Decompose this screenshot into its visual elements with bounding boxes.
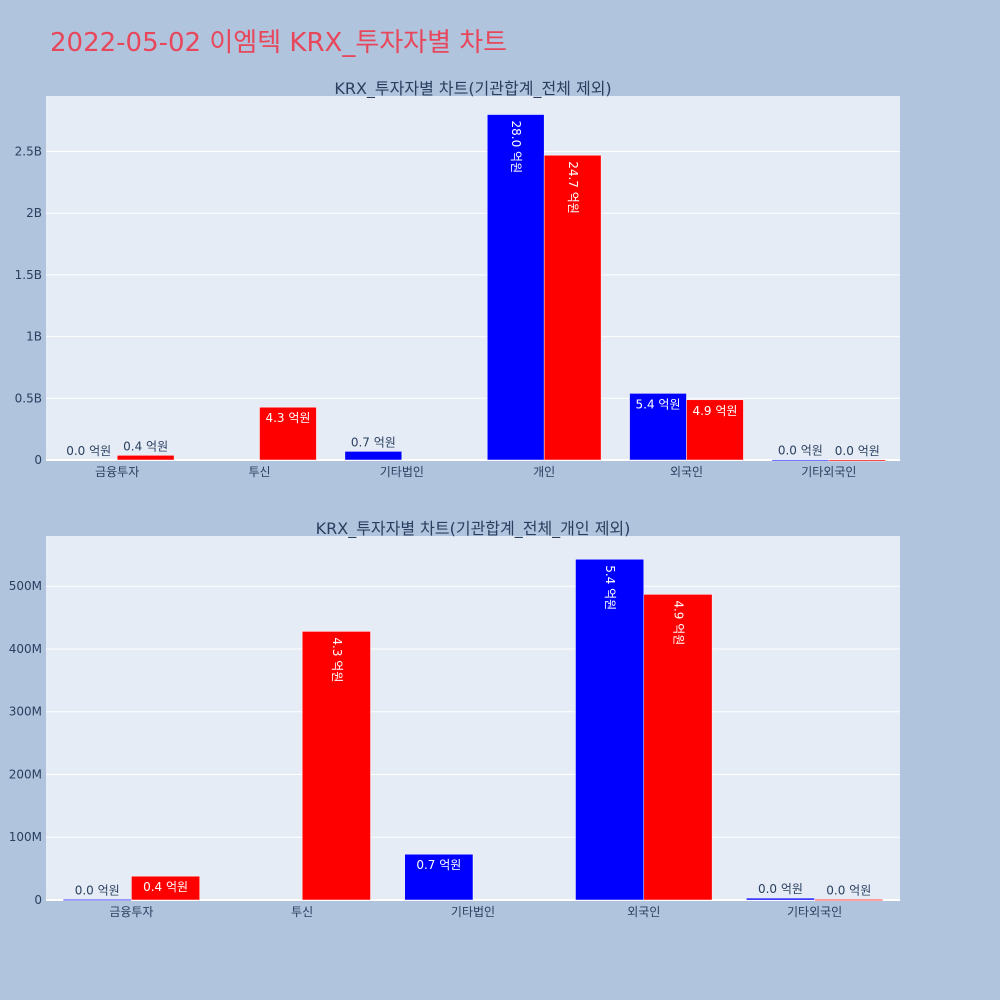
bar-data-label: 5.4 억원 [636,397,681,411]
y-tick-label: 0 [34,453,42,467]
y-tick-label: 1B [26,330,42,344]
bar-data-label: 0.0 억원 [66,444,111,458]
bar [344,451,403,461]
bar-data-label: 0.4 억원 [123,439,168,453]
bar [62,899,132,901]
bar-data-label: 4.9 억원 [671,600,685,645]
bar [686,399,744,461]
bar [828,459,887,462]
bar [404,853,474,901]
bar-data-label: 0.0 억원 [778,444,823,458]
bar-data-label: 0.7 억원 [351,435,396,449]
x-tick-label: 외국인 [627,905,660,919]
x-tick-label: 개인 [533,465,555,479]
bar [259,406,317,461]
x-tick-label: 외국인 [670,465,703,479]
y-tick-label: 200M [9,767,42,781]
plot-area [46,96,900,460]
y-tick-label: 2.5B [15,145,42,159]
bar-data-label: 28.0 억원 [509,121,523,174]
x-tick-label: 금융투자 [95,465,139,479]
y-tick-label: 100M [9,830,42,844]
bar-data-label: 0.4 억원 [143,880,188,894]
chart-bottom: KRX_투자자별 차트(기관합계_전체_개인 제외) 0 100M 200M 300M 4… [0,510,1000,930]
x-tick-label: 기타외국인 [801,465,856,479]
y-tick-label: 0.5B [15,391,42,405]
bar [643,594,713,901]
plot-area [46,536,900,900]
y-tick-label: 400M [9,642,42,656]
bar-data-label: 0.0 억원 [758,882,803,896]
bar [629,393,687,461]
bar-data-label: 24.7 억원 [566,161,580,214]
y-tick-label: 500M [9,579,42,593]
bar-data-label: 5.4 억원 [603,565,617,610]
page-title: 2022-05-02 이엠텍 KRX_투자자별 차트 [50,28,508,58]
y-tick-label: 300M [9,705,42,719]
x-tick-label: 기타외국인 [787,905,842,919]
bar [301,631,371,901]
chart-svg: KRX_투자자별 차트(기관합계_전체 제외) 0 0.5B 1B 1.5B 2B 2.5B… [15,79,900,479]
bar [771,459,830,462]
bar [814,899,884,901]
bar [746,897,815,901]
y-tick-label: 0 [34,893,42,907]
bar [131,875,200,901]
bar-data-label: 4.3 억원 [330,637,344,682]
y-tick-label: 1.5B [15,268,42,282]
y-tick-label: 2B [26,206,42,220]
bar-data-label: 0.0 억원 [826,883,871,897]
bar [116,455,175,461]
bar-data-label: 0.0 억원 [835,444,880,458]
bar-data-label: 0.7 억원 [416,858,461,872]
chart-svg: KRX_투자자별 차트(기관합계_전체_개인 제외) 0 100M 200M 300M 4… [9,519,900,919]
x-tick-label: 기타법인 [451,905,495,919]
bar-data-label: 0.0 억원 [75,883,120,897]
x-tick-label: 투신 [291,905,313,919]
x-tick-label: 투신 [248,465,270,479]
chart-title: KRX_투자자별 차트(기관합계_전체 제외) [334,79,611,99]
bar-data-label: 4.3 억원 [265,411,310,425]
x-tick-label: 금융투자 [109,905,153,919]
chart-title: KRX_투자자별 차트(기관합계_전체_개인 제외) [316,519,631,539]
bar [575,558,645,901]
bar-data-label: 4.9 억원 [692,404,737,418]
chart-top: KRX_투자자별 차트(기관합계_전체 제외) 0 0.5B 1B 1.5B 2B 2.5B… [0,70,1000,490]
bar [543,154,602,461]
x-tick-label: 기타법인 [380,465,424,479]
